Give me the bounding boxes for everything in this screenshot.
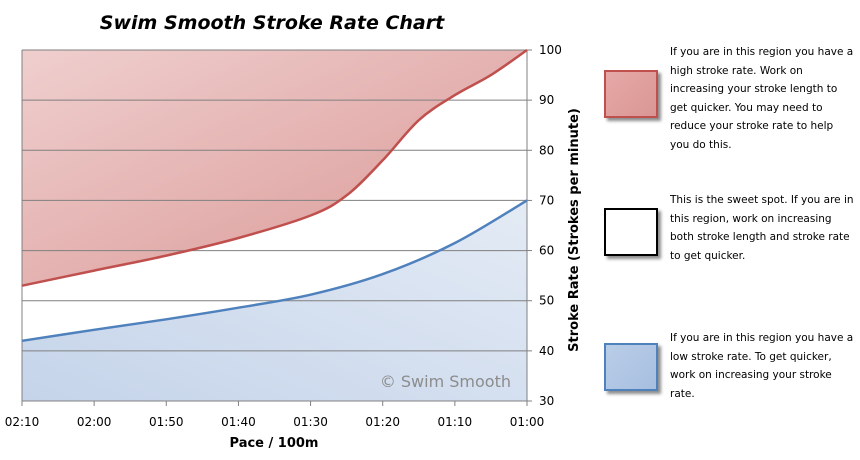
x-tick-label-0: 02:10 [5,415,40,429]
chart-title: Swim Smooth Stroke Rate Chart [100,12,445,34]
low-boundary-line [21,199,528,343]
legend-swatch-low [604,343,658,391]
x-tick-label-7: 01:00 [510,415,545,429]
x-tick-label-6: 01:10 [438,415,473,429]
legend-text-sweet: This is the sweet spot. If you are in th… [670,194,854,262]
legend-text-low: If you are in this region you have a low… [670,332,854,400]
y-tick-label-40: 40 [539,344,554,358]
y-axis-label: Stroke Rate (Strokes per minute) [567,108,582,352]
legend-swatch-high [604,70,658,118]
y-tick-label-60: 60 [539,244,554,258]
y-tick-label-70: 70 [539,193,554,207]
legend-swatch-sweet [604,208,658,256]
y-tick-label-30: 30 [539,394,554,408]
y-tick-label-100: 100 [539,43,562,57]
x-tick-label-4: 01:30 [293,415,328,429]
y-tick-label-50: 50 [539,294,554,308]
x-tick-label-5: 01:20 [365,415,400,429]
legend-text-high: If you are in this region you have a hig… [670,46,854,151]
x-tick-label-2: 01:50 [149,415,184,429]
y-tick-label-90: 90 [539,93,554,107]
y-tick-label-80: 80 [539,143,554,157]
x-tick-label-3: 01:40 [221,415,256,429]
high-region-area [22,50,527,286]
high-boundary-line [21,48,528,287]
watermark-text: © Swim Smooth [380,372,511,391]
x-tick-label-1: 02:00 [77,415,112,429]
x-axis-label: Pace / 100m [230,436,319,451]
